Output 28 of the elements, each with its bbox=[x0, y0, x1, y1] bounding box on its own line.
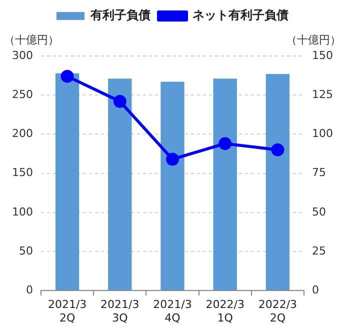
y-tick-label: 200 bbox=[12, 127, 33, 140]
y2-tick-label: 75 bbox=[312, 166, 326, 180]
y-tick-label: 100 bbox=[12, 205, 33, 218]
x-tick-label: 2022/3 2Q bbox=[258, 298, 298, 324]
x-tick-label: 2021/3 4Q bbox=[153, 298, 192, 324]
x-tick-label: 2022/3 1Q bbox=[206, 298, 244, 324]
y2-tick-label: 25 bbox=[312, 244, 326, 258]
point bbox=[113, 94, 126, 108]
y-tick-label: 50 bbox=[18, 244, 33, 258]
y2-tick-label: 0 bbox=[312, 283, 320, 296]
y2-axis-title: （十億円） bbox=[286, 33, 341, 46]
y2-tick-label: 50 bbox=[312, 205, 326, 218]
point bbox=[271, 143, 284, 156]
point bbox=[218, 137, 232, 150]
x-tick-label: 2021/3 3Q bbox=[100, 298, 140, 324]
y2-tick-label: 100 bbox=[312, 127, 334, 140]
y2-tick-label: 125 bbox=[312, 88, 334, 101]
y-axis-title: （十億円） bbox=[4, 33, 59, 46]
x-tick-label: 2021/3 2Q bbox=[48, 298, 87, 324]
y-tick-label: 0 bbox=[26, 283, 33, 296]
y-tick-label: 250 bbox=[12, 88, 33, 101]
y2-tick-label: 150 bbox=[312, 48, 334, 62]
legend-label: 有利子負債 bbox=[90, 8, 150, 22]
point bbox=[166, 152, 179, 166]
y-tick-label: 300 bbox=[12, 48, 33, 62]
point bbox=[60, 70, 74, 83]
y-tick-label: 150 bbox=[12, 166, 33, 180]
legend-label: ネット有利子負債 bbox=[192, 8, 288, 22]
